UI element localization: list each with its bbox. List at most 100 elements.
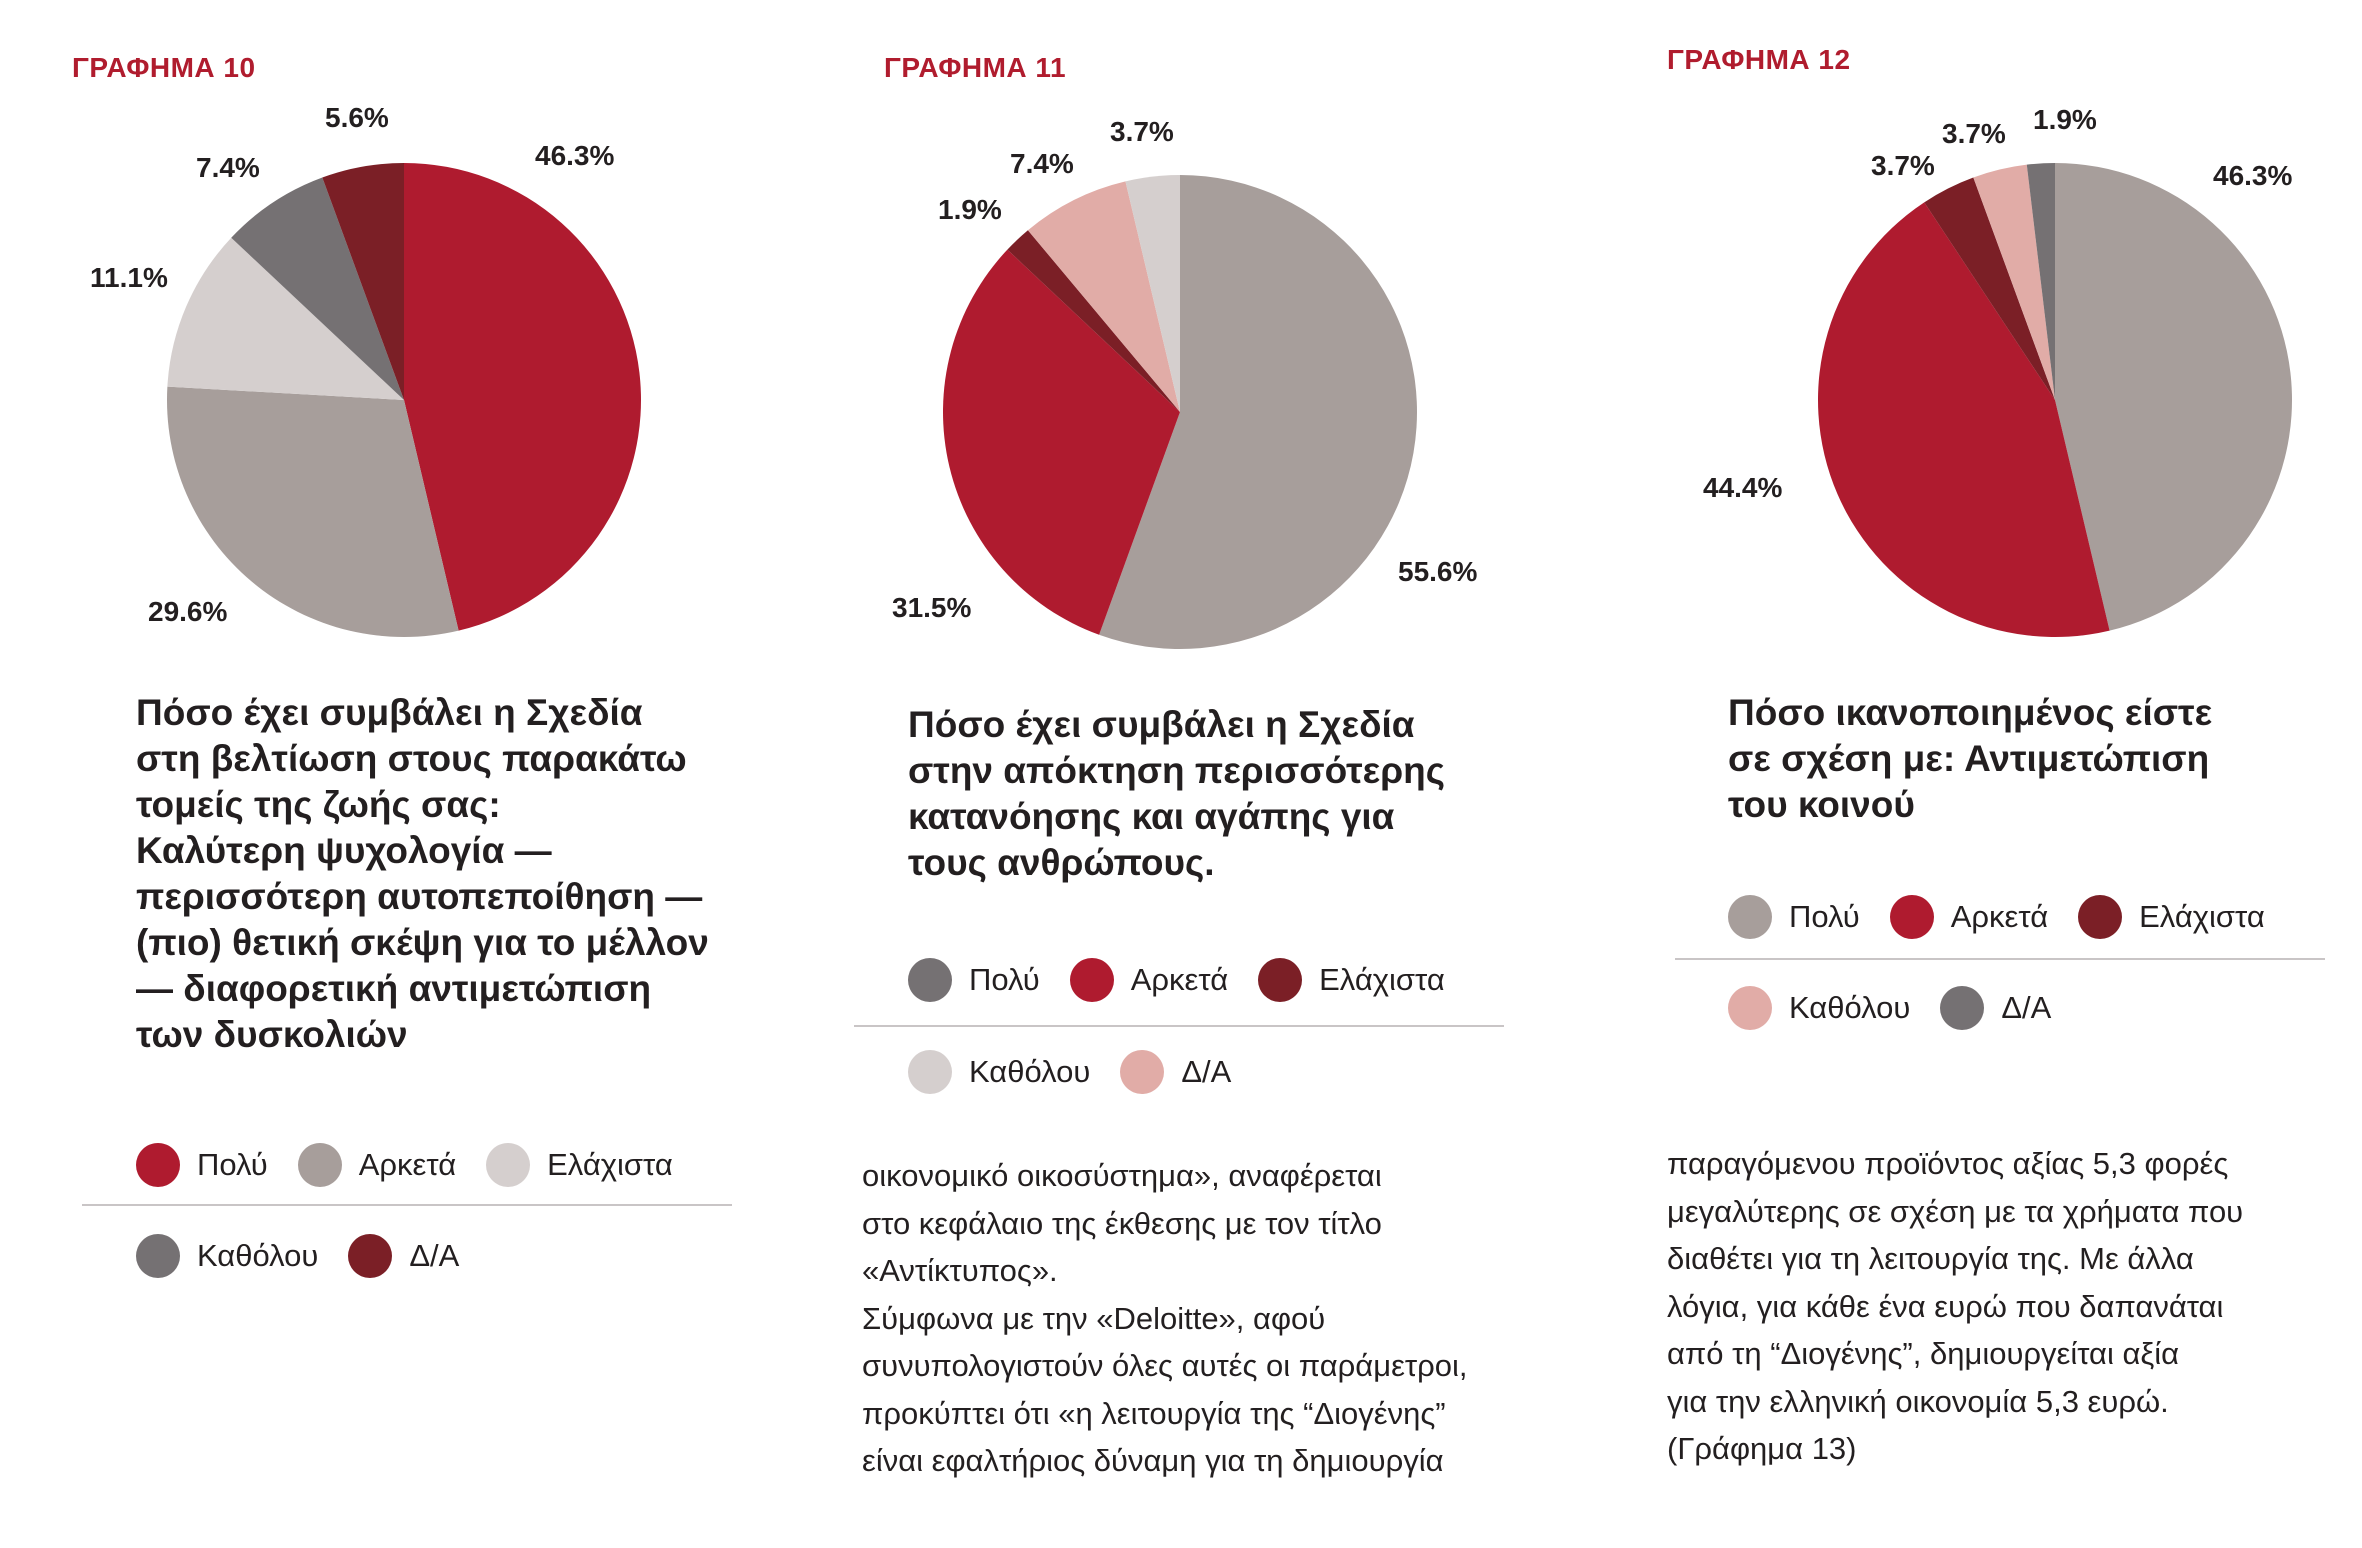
chart-12-title: ΓΡΑΦΗΜΑ 12 bbox=[1667, 44, 1851, 75]
chart-12-slice-elaxista bbox=[1924, 177, 2055, 400]
chart-10-pct-0: 46.3% bbox=[535, 140, 615, 171]
legend-swatch-icon bbox=[2078, 895, 2123, 939]
body-text-line: για την ελληνική οικονομία 5,3 ευρώ. bbox=[1667, 1383, 2169, 1419]
chart-12-question-line: Πόσο ικανοποιημένος είστε bbox=[1728, 692, 2213, 733]
chart-11-title: ΓΡΑΦΗΜΑ 11 bbox=[884, 52, 1067, 83]
body-text-line: από τη “Διογένης”, δημιουργείται αξία bbox=[1667, 1336, 2180, 1371]
chart-10-pct-2: 11.1% bbox=[90, 262, 168, 293]
body-text-line: οικονομικό οικοσύστημα», αναφέρεται bbox=[862, 1158, 1382, 1193]
legend-item-elaxista: Ελάχιστα bbox=[1258, 958, 1445, 1002]
chart-11-slice-katholou bbox=[1027, 181, 1180, 412]
chart-11-pct-1: 31.5% bbox=[892, 592, 972, 623]
chart-11-pct-2: 1.9% bbox=[938, 194, 1002, 225]
chart-10-title: ΓΡΑΦΗΜΑ 10 bbox=[72, 52, 256, 83]
legend-swatch-icon bbox=[1728, 986, 1772, 1030]
body-text-line: λόγια, για κάθε ένα ευρώ που δαπανάται bbox=[1667, 1288, 2224, 1324]
body-text-line: είναι εφαλτήριος δύναμη για τη δημιουργί… bbox=[862, 1443, 1444, 1478]
chart-11-slice-poly bbox=[1099, 175, 1417, 649]
legend-item-da: Δ/Α bbox=[348, 1234, 459, 1278]
body-text-line: διαθέτει για τη λειτουργία της. Με άλλα bbox=[1667, 1241, 2194, 1276]
chart-10-legend-row-1: Πολύ Αρκετά Ελάχιστα bbox=[136, 1143, 703, 1187]
legend-label: Πολύ bbox=[1789, 899, 1860, 934]
legend-swatch-icon bbox=[486, 1143, 531, 1187]
legend-swatch-icon bbox=[1120, 1050, 1165, 1094]
legend-swatch-icon bbox=[136, 1143, 180, 1187]
body-text-line: μεγαλύτερης σε σχέση με τα χρήματα που bbox=[1667, 1193, 2244, 1229]
legend-swatch-icon bbox=[1069, 958, 1114, 1002]
chart-12-legend-row-2: Καθόλου Δ/Α bbox=[1728, 986, 2081, 1030]
legend-swatch-icon bbox=[1728, 895, 1772, 939]
chart-11-legend-row-2: Καθόλου Δ/Α bbox=[908, 1050, 1261, 1094]
chart-11-question-line: κατανόησης και αγάπης για bbox=[908, 796, 1395, 837]
body-text-line: συνυπολογιστούν όλες αυτές οι παράμετροι… bbox=[862, 1348, 1468, 1383]
chart-10-question-line: Πόσο έχει συμβάλει η Σχεδία bbox=[136, 692, 643, 733]
legend-label: Ελάχιστα bbox=[2139, 899, 2265, 934]
legend-swatch-icon bbox=[908, 1050, 952, 1094]
chart-12-slice-da bbox=[2026, 163, 2055, 400]
legend-item-da: Δ/Α bbox=[1940, 986, 2051, 1030]
legend-item-arketa: Αρκετά bbox=[1069, 958, 1229, 1002]
chart-10-legend-row-2: Καθόλου Δ/Α bbox=[136, 1234, 489, 1278]
legend-label: Αρκετά bbox=[1130, 962, 1229, 997]
legend-item-elaxista: Ελάχιστα bbox=[2078, 895, 2265, 939]
chart-10-question-line: — διαφορετική αντιμετώπιση bbox=[136, 968, 652, 1009]
body-text-line: στο κεφάλαιο της έκθεσης με τον τίτλο bbox=[862, 1205, 1382, 1241]
legend-swatch-icon bbox=[348, 1234, 393, 1278]
chart-10-pct-4: 5.6% bbox=[325, 102, 389, 133]
legend-label: Δ/Α bbox=[2001, 990, 2052, 1025]
chart-12-legend-row-1: Πολύ Αρκετά Ελάχιστα bbox=[1728, 895, 2295, 939]
chart-11-slice-arketa bbox=[943, 249, 1180, 635]
legend-swatch-icon bbox=[1940, 986, 1985, 1030]
chart-11-pct-0: 55.6% bbox=[1398, 556, 1478, 587]
chart-11-question: Πόσο έχει συμβάλει η Σχεδία στην απόκτηση… bbox=[908, 702, 1445, 886]
chart-10-pct-1: 29.6% bbox=[148, 596, 228, 627]
chart-10-slice-da bbox=[322, 163, 404, 400]
legend-item-poly: Πολύ bbox=[1728, 895, 1860, 939]
chart-10-question-line: των δυσκολιών bbox=[136, 1014, 408, 1055]
chart-10-question: Πόσο έχει συμβάλει η Σχεδία στη βελτίωση … bbox=[136, 690, 709, 1058]
chart-11-slice-da bbox=[1125, 175, 1180, 412]
legend-swatch-icon bbox=[1258, 958, 1303, 1002]
chart-12-pct-3: 3.7% bbox=[1942, 118, 2006, 149]
chart-12-pct-0: 46.3% bbox=[2213, 160, 2293, 191]
legend-item-poly: Πολύ bbox=[908, 958, 1040, 1002]
legend-swatch-icon bbox=[297, 1143, 342, 1187]
chart-10-slice-elaxista bbox=[167, 237, 404, 400]
chart-12-question: Πόσο ικανοποιημένος είστε σε σχέση με: Αν… bbox=[1728, 690, 2212, 828]
legend-label: Ελάχιστα bbox=[1319, 962, 1445, 997]
chart-12-slice-katholou bbox=[1973, 164, 2055, 400]
chart-10-pct-3: 7.4% bbox=[196, 152, 260, 183]
legend-item-katholou: Καθόλου bbox=[1728, 986, 1910, 1030]
legend-item-poly: Πολύ bbox=[136, 1143, 268, 1187]
legend-label: Καθόλου bbox=[969, 1054, 1091, 1089]
legend-swatch-icon bbox=[908, 958, 952, 1002]
legend-label: Καθόλου bbox=[1789, 990, 1911, 1025]
body-text-right: παραγόμενου προϊόντος αξίας 5,3 φορές μεγ… bbox=[1667, 1140, 2243, 1473]
chart-10-pie bbox=[166, 163, 641, 637]
body-text-middle: οικονομικό οικοσύστημα», αναφέρεται στο κ… bbox=[862, 1152, 1468, 1485]
chart-12-pie bbox=[1818, 163, 2292, 637]
chart-12-pct-1: 44.4% bbox=[1703, 472, 1783, 503]
chart-10-question-line: τομείς της ζωής σας: bbox=[136, 784, 501, 825]
legend-label: Πολύ bbox=[197, 1147, 268, 1182]
chart-11-question-line: τους ανθρώπους. bbox=[908, 842, 1215, 883]
chart-12-pct-2: 3.7% bbox=[1871, 150, 1935, 181]
legend-label: Ελάχιστα bbox=[547, 1147, 673, 1182]
body-text-line: (Γράφημα 13) bbox=[1667, 1431, 1857, 1466]
chart-12-legend-divider bbox=[1675, 958, 2325, 960]
chart-12-question-line: σε σχέση με: Αντιμετώπιση bbox=[1728, 738, 2210, 779]
body-text-line: προκύπτει ότι «η λειτουργία της “Διογένη… bbox=[862, 1395, 1446, 1431]
legend-item-arketa: Αρκετά bbox=[1889, 895, 2049, 939]
chart-10-slice-arketa bbox=[166, 386, 459, 637]
body-text-line: Σύμφωνα με την «Deloitte», αφού bbox=[862, 1300, 1326, 1336]
chart-12-pct-4: 1.9% bbox=[2033, 104, 2097, 135]
body-text-line: «Αντίκτυπος». bbox=[862, 1253, 1058, 1288]
chart-11-pct-3: 7.4% bbox=[1010, 148, 1074, 179]
chart-10-question-line: στη βελτίωση στους παρακάτω bbox=[136, 738, 687, 779]
chart-10-legend-divider bbox=[82, 1204, 732, 1206]
chart-11-pct-4: 3.7% bbox=[1110, 116, 1174, 147]
chart-11-legend-row-1: Πολύ Αρκετά Ελάχιστα bbox=[908, 958, 1475, 1002]
chart-11-pie bbox=[943, 175, 1417, 649]
legend-label: Αρκετά bbox=[1950, 899, 2049, 934]
chart-12-question-line: του κοινού bbox=[1728, 784, 1915, 825]
